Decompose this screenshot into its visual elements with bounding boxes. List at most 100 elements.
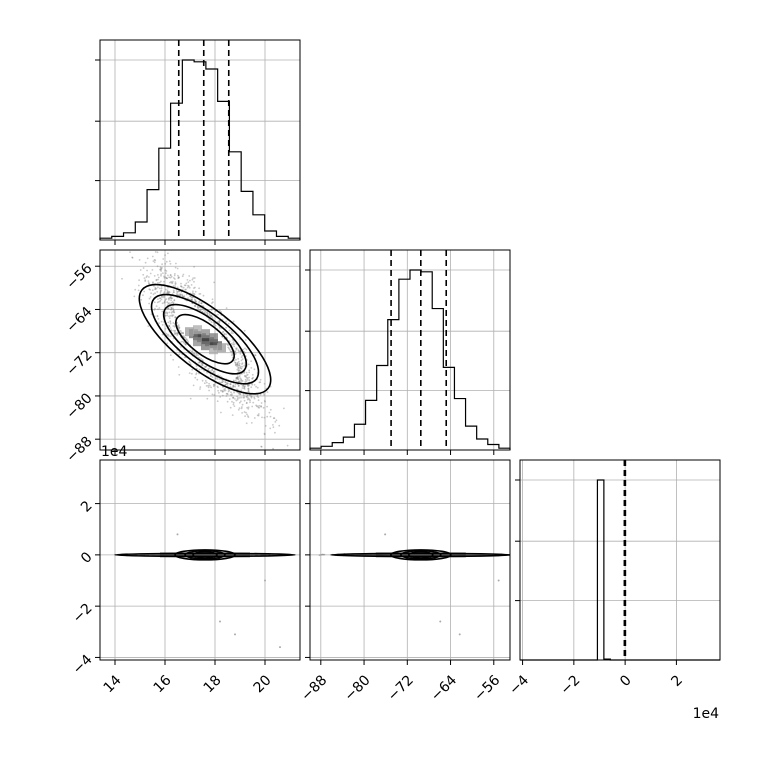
sample-point [183,295,186,298]
sample-point [157,286,159,289]
panel-hist-param2: −4 −2 0 2 [506,459,721,698]
sample-point [228,347,230,350]
sample-point [243,411,246,413]
sample-point [237,360,240,363]
sample-point [159,290,162,293]
sample-point [192,277,195,279]
sample-point [218,326,221,329]
sample-point [235,363,238,366]
sample-point [139,269,142,271]
sample-point [203,365,206,368]
sample-point [231,330,233,333]
outlier-point [219,620,221,623]
sample-point [176,267,179,270]
sample-point [194,290,197,293]
sample-point [210,375,212,377]
sample-point [191,292,194,294]
sample-point [193,293,196,296]
sample-point [256,386,259,389]
sample-point [243,372,246,374]
sample-point [235,364,237,367]
sample-point [219,389,222,392]
sample-point [247,415,249,417]
sample-point [234,379,237,382]
sample-point [240,400,242,403]
outlier-point [234,633,236,636]
sample-point [169,274,172,277]
sample-point [246,396,249,399]
sample-point [254,354,256,356]
sample-point [239,373,241,376]
sample-point [205,365,208,368]
sample-point [246,394,249,397]
sample-point [236,364,239,366]
sample-point [260,405,263,408]
sample-point [167,307,170,309]
sample-point [236,376,238,379]
sample-point [225,343,228,345]
panel-layer: −88−80−72−64−56−4 −2 0 214 16 18 20−4−202−88 −8… [63,39,721,705]
sample-point [232,397,234,399]
sample-point [171,301,174,303]
sample-point [199,386,202,388]
sample-point [160,280,162,283]
sample-point [183,356,186,359]
sample-point [153,261,156,264]
sample-point [167,333,170,336]
sample-point [166,289,169,292]
sample-point [156,251,159,254]
sample-point [174,266,177,269]
sample-point [158,281,161,284]
sample-point [257,413,260,415]
sample-point [194,286,196,289]
sample-point [176,332,179,334]
sample-point [536,554,538,556]
sample-point [221,331,224,334]
sample-point [166,311,169,314]
sample-point [192,352,194,355]
sample-point [157,308,159,311]
points-layer [121,250,289,450]
sample-point [180,282,182,285]
sample-point [236,376,239,379]
sample-point [212,385,215,388]
sample-point [209,319,212,322]
sample-point [235,347,237,350]
sample-point [170,281,173,284]
sample-point [247,390,250,393]
sample-point [174,316,177,318]
sample-point [248,376,251,379]
sample-point [239,379,242,381]
sample-point [234,350,237,353]
sample-point [178,353,181,356]
sample-point [183,335,186,338]
sample-point [142,294,144,297]
sample-point [158,300,160,303]
sample-point [167,292,170,294]
sample-point [194,305,197,308]
sample-point [170,311,173,314]
sample-point [205,381,208,384]
sample-point [174,332,177,335]
sample-point [221,381,224,383]
panel-param1-vs-param0: −88 −80 −72 −64 −56 [63,249,301,466]
sample-point [232,396,235,399]
sample-point [263,400,266,402]
x-tick-label-1: −80 [341,672,373,704]
sample-point [199,388,201,390]
sample-point [160,298,163,301]
sample-point [161,263,164,266]
sample-point [211,369,214,372]
sample-point [164,288,167,291]
sample-point [237,366,240,369]
sample-point [247,388,250,391]
sample-point [173,299,176,301]
sample-point [191,298,193,301]
sample-point [207,368,210,370]
sample-point [154,251,157,253]
sample-point [195,365,198,367]
sample-point [161,333,164,336]
sample-point [204,365,207,368]
sample-point [152,293,155,296]
sample-point [170,297,172,300]
